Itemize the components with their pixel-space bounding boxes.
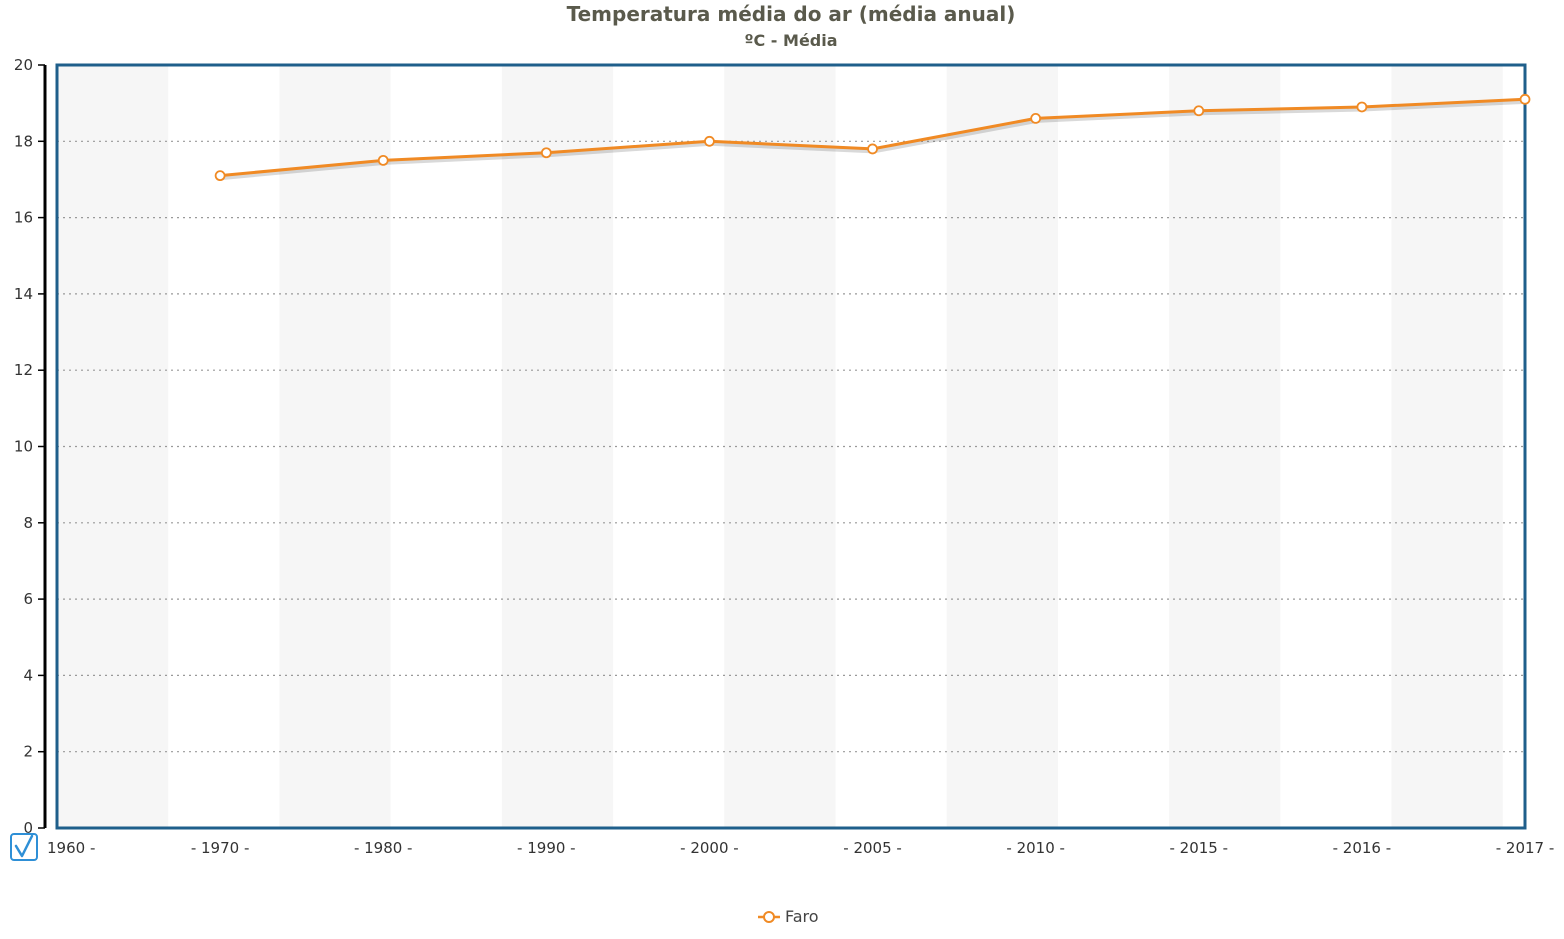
data-point[interactable] <box>1030 113 1042 124</box>
x-tick-label: 1960 - <box>47 839 95 857</box>
chart-title: Temperatura média do ar (média anual) <box>567 2 1016 26</box>
y-tick-label: 14 <box>14 285 33 303</box>
plot-area-border <box>55 63 1527 830</box>
data-point[interactable] <box>214 170 226 182</box>
data-point[interactable] <box>704 135 715 147</box>
plot-bands <box>57 65 1503 828</box>
checkbox-checked-icon[interactable] <box>10 833 38 861</box>
data-point[interactable] <box>377 154 389 166</box>
y-axis-ticks: 0 2 4 6 8 10 12 14 16 18 20 <box>14 56 45 837</box>
y-tick-label: 0 <box>23 819 33 837</box>
series-layer <box>214 93 1531 182</box>
x-axis-ticks: 1960 - - 1970 - - 1980 - - 1990 - - 2000 - - … <box>47 839 1554 857</box>
x-tick-label: - 2010 - <box>1006 839 1065 857</box>
data-point[interactable] <box>867 143 878 155</box>
x-tick-label: - 2015 - <box>1170 839 1229 857</box>
data-point[interactable] <box>1356 101 1368 113</box>
y-tick-label: 12 <box>14 361 33 379</box>
y-tick-label: 8 <box>23 514 33 532</box>
plot-band <box>724 65 836 828</box>
data-point[interactable] <box>540 147 552 159</box>
legend-marker <box>763 911 775 923</box>
y-tick-label: 4 <box>23 666 33 684</box>
series-line-shadow <box>220 98 1527 181</box>
plot-band <box>1391 65 1503 828</box>
y-tick-label: 6 <box>23 590 33 608</box>
legend[interactable]: Faro <box>758 907 819 926</box>
y-tick-label: 20 <box>14 56 33 74</box>
x-tick-label: - 2005 - <box>843 839 902 857</box>
y-tick-label: 10 <box>14 438 33 456</box>
data-point[interactable] <box>1193 105 1205 117</box>
x-tick-label: - 2016 - <box>1333 839 1392 857</box>
x-tick-label: - 1980 - <box>354 839 413 857</box>
plot-band <box>946 65 1058 828</box>
y-tick-label: 16 <box>14 209 33 227</box>
gridlines <box>57 140 1525 753</box>
y-tick-label: 2 <box>23 743 33 761</box>
legend-label: Faro <box>785 907 819 926</box>
x-tick-label: - 1970 - <box>191 839 250 857</box>
x-tick-label: - 2000 - <box>680 839 739 857</box>
plot-band <box>279 65 391 828</box>
chart-subtitle: ºC - Média <box>744 31 837 50</box>
x-tick-label: - 2017 - <box>1496 839 1555 857</box>
data-point[interactable] <box>1519 93 1531 105</box>
plot-band <box>1169 65 1281 828</box>
plot-band <box>501 65 614 828</box>
y-tick-label: 18 <box>14 132 33 150</box>
x-tick-label: - 1990 - <box>517 839 576 857</box>
